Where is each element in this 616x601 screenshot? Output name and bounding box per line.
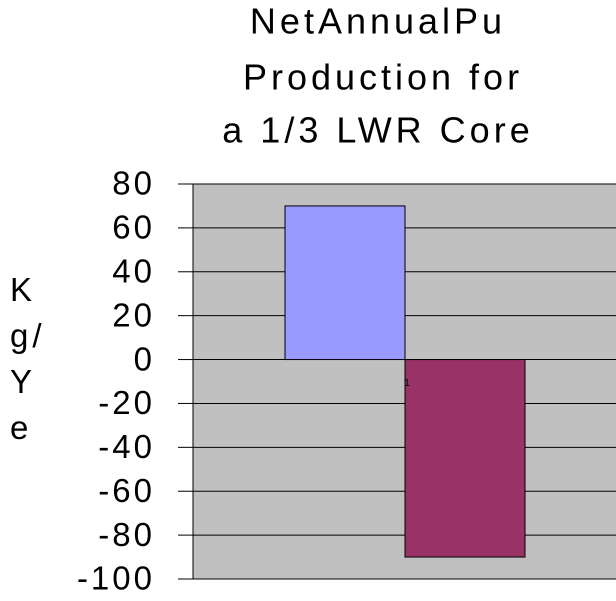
y-tick-label: -100 — [77, 560, 155, 597]
y-tick-label: -40 — [98, 428, 155, 465]
y-tick-label: 60 — [112, 209, 155, 246]
x-tick-label: 1 — [404, 378, 410, 389]
y-tick-label: 20 — [112, 296, 155, 333]
y-tick-label: 0 — [134, 340, 155, 377]
y-tick-label: -80 — [98, 516, 155, 553]
chart-title: a 1/3 LWR Core — [222, 110, 533, 151]
chart-title: Production for — [243, 57, 523, 98]
y-tick-label: 40 — [112, 252, 155, 289]
y-tick-label: 80 — [112, 165, 155, 202]
bar — [284, 205, 406, 361]
y-tick-label: -20 — [98, 384, 155, 421]
chart-title: NetAnnualPu — [250, 1, 506, 42]
bar — [404, 359, 526, 558]
y-tick-label: -60 — [98, 472, 155, 509]
